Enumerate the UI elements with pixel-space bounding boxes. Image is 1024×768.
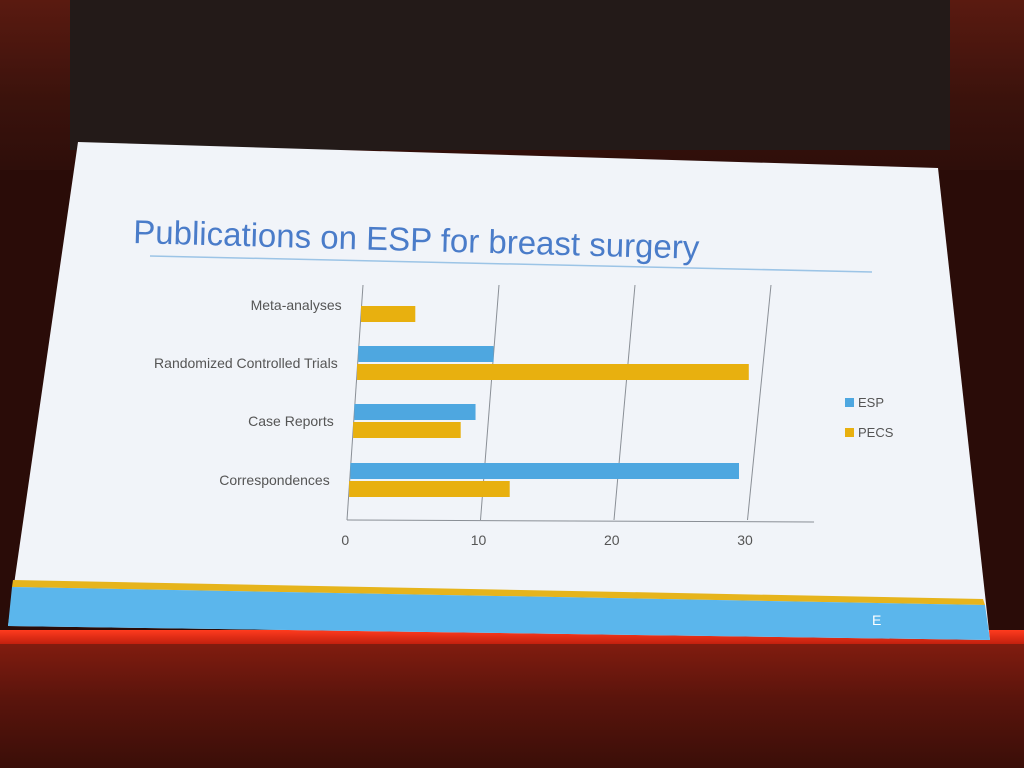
legend-swatch-pecs — [845, 428, 854, 437]
footer-text: E — [872, 612, 882, 628]
x-tick-label-10: 10 — [471, 532, 487, 548]
ceiling-panel — [70, 0, 950, 150]
gridline-30 — [747, 284, 772, 521]
footer-stripe — [12, 580, 985, 605]
bar-esp — [358, 346, 494, 362]
bar-pecs — [353, 422, 461, 438]
title-underline — [149, 255, 873, 273]
legend-label-esp: ESP — [858, 395, 884, 410]
gridline-20 — [613, 284, 636, 521]
category-axis-line — [346, 284, 364, 521]
bar-pecs — [361, 306, 416, 322]
category-label: Randomized Controlled Trials — [154, 355, 338, 371]
bar-pecs — [357, 364, 749, 380]
footer-band — [8, 587, 990, 640]
bar-pecs — [349, 481, 510, 497]
category-label: Correspondences — [219, 472, 330, 488]
gridline-10 — [480, 284, 500, 521]
legend-label-pecs: PECS — [858, 425, 894, 440]
slide-background — [8, 142, 990, 640]
x-tick-label-20: 20 — [604, 532, 620, 548]
value-axis-line — [346, 519, 815, 523]
category-label: Case Reports — [248, 413, 334, 429]
bar-esp — [350, 463, 739, 479]
category-label: Meta-analyses — [251, 297, 342, 313]
bar-chart: 0 10 20 30 Meta-analyses Randomized Controlle… — [154, 284, 894, 548]
x-tick-label-0: 0 — [341, 532, 349, 548]
legend-swatch-esp — [845, 398, 854, 407]
bar-esp — [354, 404, 476, 420]
stage-background — [0, 630, 1024, 768]
x-tick-label-30: 30 — [737, 532, 753, 548]
